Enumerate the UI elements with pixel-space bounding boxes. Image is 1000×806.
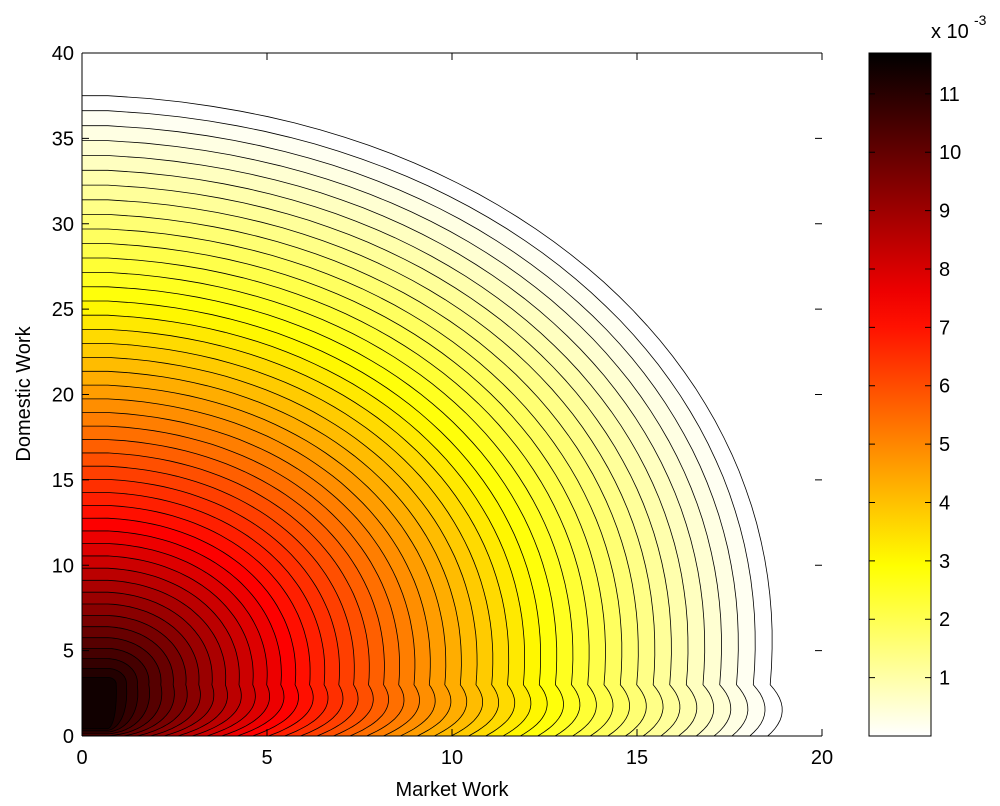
x-axis-ticks: 0 5 10 15 20 [76, 53, 833, 769]
x-tick-label: 15 [626, 747, 648, 769]
colorbar-tick-label: 11 [939, 84, 960, 106]
y-tick-label: 15 [52, 470, 74, 492]
colorbar-ticks: 1 2 3 4 5 6 7 8 9 10 11 [869, 84, 961, 690]
colorbar-tick-label: 4 [939, 492, 950, 514]
colorbar-tick-label: 2 [939, 609, 950, 631]
x-tick-label: 0 [76, 747, 87, 769]
x-axis-label: Market Work [396, 779, 510, 801]
y-tick-label: 40 [52, 43, 74, 65]
y-tick-label: 25 [52, 299, 74, 321]
y-tick-label: 10 [52, 555, 74, 577]
colorbar-tick-label: 9 [939, 201, 950, 223]
colorbar-tick-label: 6 [939, 376, 950, 398]
x-tick-label: 5 [261, 747, 272, 769]
colorbar-gradient [868, 52, 932, 737]
x-tick-label: 10 [441, 747, 463, 769]
y-tick-label: 20 [52, 385, 74, 407]
colorbar-exponent: -3 [974, 12, 987, 28]
contour-level [82, 676, 117, 730]
colorbar-tick-label: 8 [939, 259, 950, 281]
colorbar-tick-label: 1 [939, 668, 950, 690]
y-axis-ticks: 0 5 10 15 20 25 30 35 40 [52, 43, 822, 748]
y-tick-label: 35 [52, 128, 74, 150]
y-axis-label: Domestic Work [13, 325, 35, 461]
contour-fills [82, 95, 783, 736]
colorbar-multiplier: x 10 [931, 21, 969, 43]
colorbar: 1 2 3 4 5 6 7 8 9 10 11 x 10 -3 [868, 12, 987, 737]
y-tick-label: 0 [63, 726, 74, 748]
colorbar-tick-label: 10 [939, 142, 961, 164]
x-tick-label: 20 [811, 747, 833, 769]
colorbar-tick-label: 5 [939, 434, 950, 456]
colorbar-tick-label: 3 [939, 551, 950, 573]
y-tick-label: 30 [52, 214, 74, 236]
colorbar-tick-label: 7 [939, 317, 950, 339]
y-tick-label: 5 [63, 641, 74, 663]
